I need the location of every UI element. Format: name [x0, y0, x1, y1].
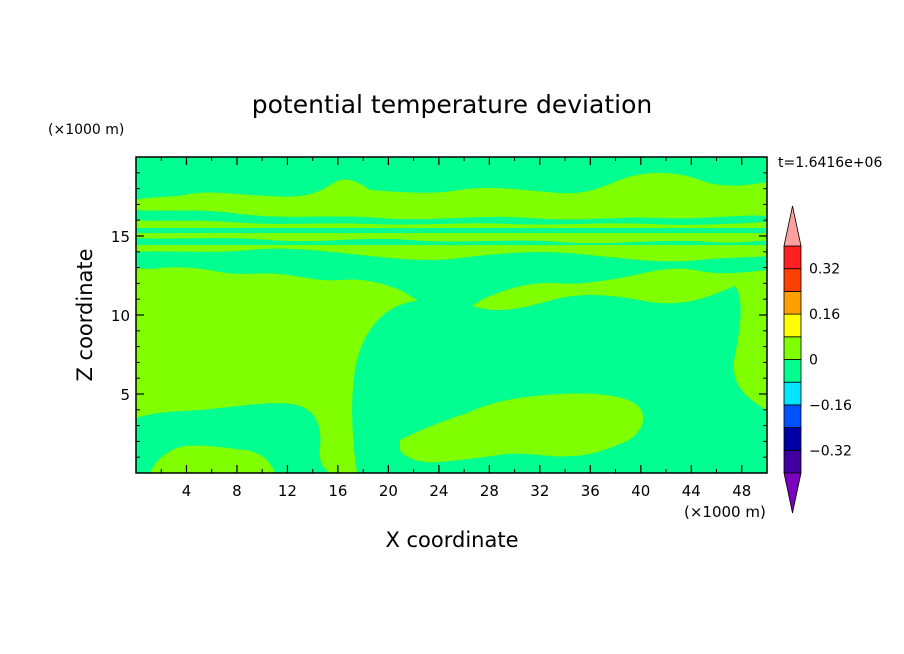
- colorbar-swatch: [783, 404, 802, 428]
- x-tick-label: 16: [328, 482, 347, 500]
- colorbar-swatch: [783, 381, 802, 406]
- x-axis-label: X coordinate: [385, 528, 518, 552]
- x-tick-label: 40: [631, 482, 650, 500]
- colorbar-label: 0: [809, 353, 818, 369]
- x-unit-label: (×1000 m): [684, 503, 766, 521]
- region-negative-upper: [136, 157, 767, 200]
- x-tick-label: 28: [480, 482, 499, 500]
- y-tick-label: 10: [111, 307, 130, 325]
- colorbar-swatch: [783, 245, 802, 270]
- x-tick-label: 32: [530, 482, 549, 500]
- time-label: t=1.6416e+06: [778, 155, 882, 171]
- y-axis-label: Z coordinate: [73, 248, 97, 381]
- region-positive-lower-pocket: [150, 445, 275, 473]
- x-tick-label: 20: [379, 482, 398, 500]
- y-tick-label: 15: [111, 228, 130, 246]
- chart-title: potential temperature deviation: [252, 90, 652, 119]
- colorbar-label: −0.32: [809, 443, 852, 459]
- region-negative-band-2: [136, 228, 767, 233]
- region-negative-band-1: [136, 210, 767, 225]
- colorbar-swatch: [783, 336, 802, 360]
- x-tick-label: 4: [182, 482, 192, 500]
- x-tick-label: 8: [232, 482, 242, 500]
- x-tick-label: 12: [278, 482, 297, 500]
- z-unit-label: (×1000 m): [48, 122, 124, 138]
- x-axis: 4 8 12 16 20 24 28 32 36 40 44 48: [160, 157, 751, 500]
- colorbar-swatch: [783, 313, 802, 338]
- colorbar-swatch: [783, 427, 802, 451]
- colorbar-under-triangle: [783, 472, 802, 514]
- colorbar: 0.32 0.16 0 −0.16 −0.32: [783, 205, 852, 514]
- contour-field: [136, 157, 767, 473]
- x-tick-label: 44: [682, 482, 701, 500]
- region-negative-mid-upper: [136, 248, 767, 313]
- region-positive-lobe: [400, 393, 644, 463]
- colorbar-swatch: [783, 268, 802, 292]
- colorbar-swatch: [783, 449, 802, 474]
- colorbar-swatch: [783, 290, 802, 315]
- x-tick-label: 48: [732, 482, 751, 500]
- colorbar-swatch: [783, 359, 802, 383]
- y-axis: 5 10 15: [111, 172, 767, 458]
- region-negative-band-3: [136, 238, 767, 245]
- colorbar-over-triangle: [783, 205, 802, 247]
- colorbar-label: 0.16: [809, 307, 840, 323]
- x-tick-label: 36: [581, 482, 600, 500]
- colorbar-label: 0.32: [809, 262, 840, 278]
- colorbar-label: −0.16: [809, 398, 852, 414]
- y-tick-label: 5: [120, 386, 130, 404]
- x-tick-label: 24: [429, 482, 448, 500]
